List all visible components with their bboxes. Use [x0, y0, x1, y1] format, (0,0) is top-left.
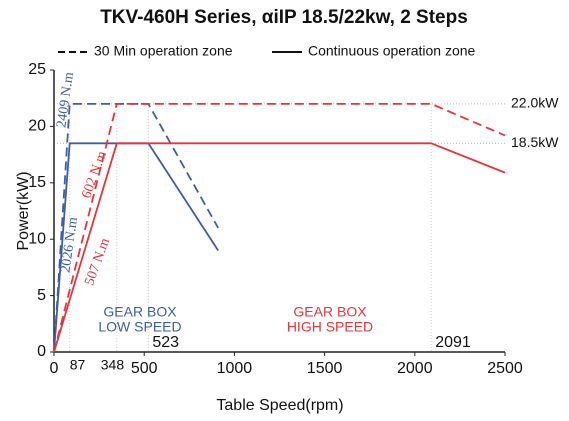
gear-label: GEAR BOX: [103, 304, 177, 320]
power-level-label: 18.5kW: [511, 134, 559, 150]
x-axis-label: Table Speed(rpm): [216, 397, 343, 414]
y-axis-label: Power(kW): [15, 171, 32, 250]
power-level-label: 22.0kW: [511, 95, 559, 111]
line-series: [53, 102, 219, 353]
gear-label: LOW SPEED: [98, 319, 181, 335]
x-tick-label: 1000: [217, 360, 253, 377]
y-tick-label: 5: [37, 287, 46, 304]
line-series: [53, 142, 506, 353]
line-series: [53, 142, 219, 353]
x-tick-label: 0: [50, 360, 59, 377]
torque-label: 602 N.m: [79, 149, 110, 200]
legend-label: 30 Min operation zone: [94, 43, 233, 59]
speed-mark-label: 2091: [435, 334, 471, 351]
speed-mark-label: 523: [152, 334, 179, 351]
speed-mark-label: 87: [70, 357, 86, 373]
y-tick-label: 25: [28, 61, 46, 78]
gear-label: GEAR BOX: [293, 304, 367, 320]
gear-label: HIGH SPEED: [287, 319, 373, 335]
torque-label: 2409 N.m: [54, 71, 77, 129]
legend-label: Continuous operation zone: [308, 43, 476, 59]
speed-mark-label: 348: [101, 357, 125, 373]
y-tick-label: 20: [28, 118, 46, 135]
x-tick-label: 2000: [397, 360, 433, 377]
chart-title: TKV-460H Series, αiIP 18.5/22kw, 2 Steps: [100, 7, 468, 28]
y-tick-label: 10: [28, 230, 46, 247]
line-series: [53, 102, 506, 353]
x-tick-label: 1500: [307, 360, 343, 377]
y-tick-label: 15: [28, 174, 46, 191]
y-tick-label: 0: [37, 343, 46, 360]
x-tick-label: 500: [131, 360, 158, 377]
x-tick-label: 2500: [487, 360, 523, 377]
